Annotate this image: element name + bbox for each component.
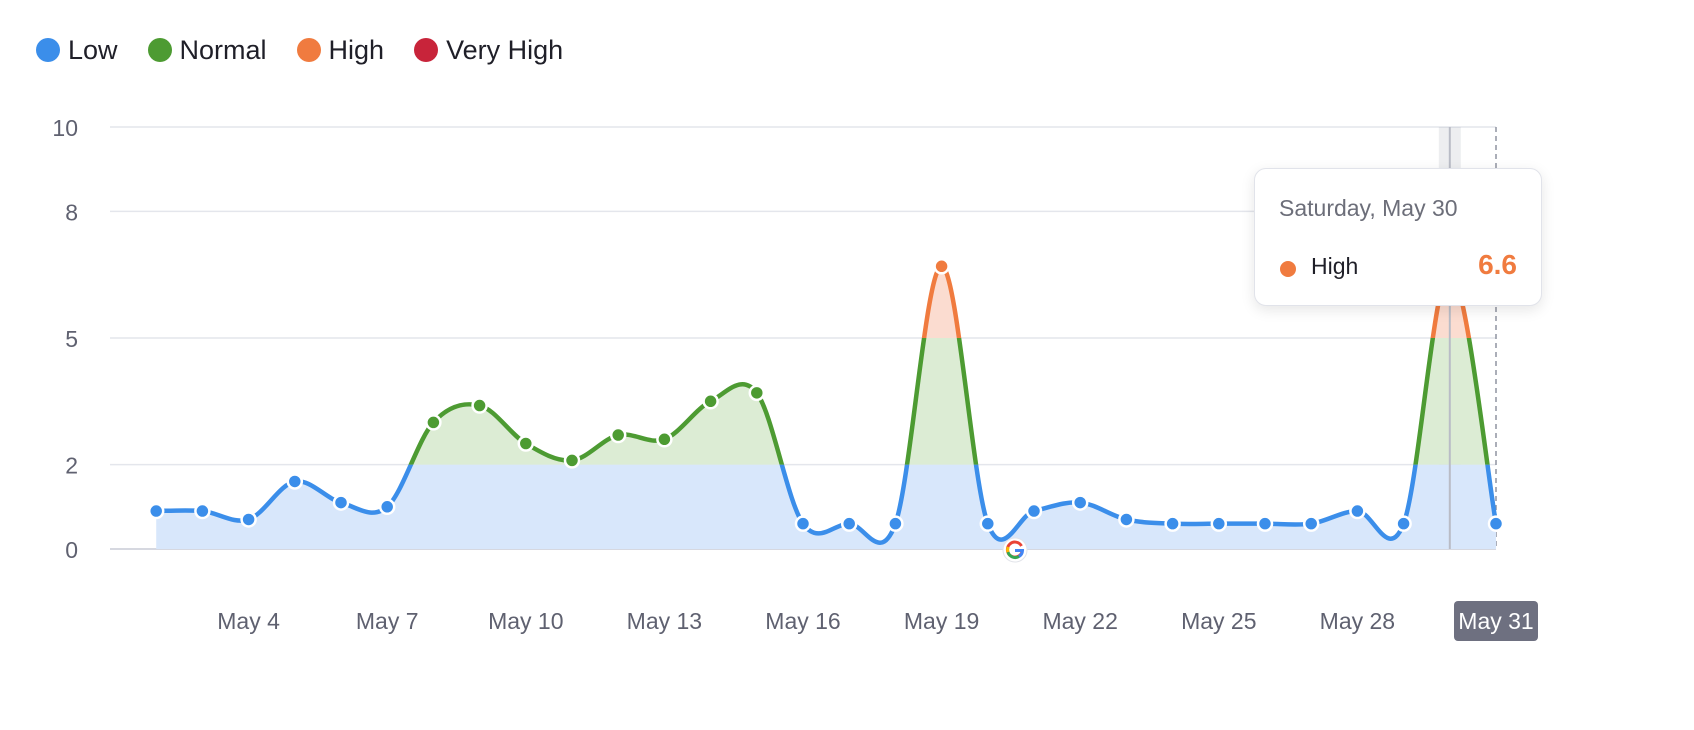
series-line-very-high (156, 266, 1496, 542)
data-point (609, 426, 627, 444)
data-point (240, 511, 257, 528)
legend-item-low[interactable]: Low (36, 35, 118, 66)
data-point (1256, 515, 1274, 532)
tooltip: Saturday, May 30 High 6.6 (1254, 168, 1542, 306)
data-point (702, 393, 719, 410)
x-tick-label: May 7 (356, 608, 419, 634)
data-point (1349, 502, 1366, 520)
data-point (794, 515, 812, 532)
y-tick-label: 2 (65, 453, 78, 479)
y-tick-label: 10 (52, 115, 78, 141)
data-point (933, 258, 950, 275)
data-point (563, 452, 581, 469)
legend-label: Low (68, 34, 118, 65)
y-tick-label: 0 (65, 537, 78, 563)
data-point (332, 494, 350, 511)
data-point (378, 498, 396, 516)
data-point (147, 502, 165, 520)
y-tick-label: 5 (65, 326, 78, 352)
data-point (471, 397, 488, 414)
data-point (194, 502, 211, 520)
data-point (1395, 515, 1412, 532)
data-point (517, 435, 535, 452)
data-point (286, 473, 304, 490)
legend-label: Normal (179, 34, 267, 65)
x-tick-label: May 19 (904, 608, 979, 634)
x-tick-label: May 25 (1181, 608, 1256, 634)
series-line-high (921, 264, 1472, 338)
data-point (1118, 511, 1135, 528)
area-fill-low (156, 464, 1496, 549)
data-point (748, 384, 766, 402)
series-line-low (153, 464, 1499, 545)
legend-item-very-high[interactable]: Very High (414, 35, 563, 66)
data-point (840, 515, 858, 532)
data-point (1164, 515, 1181, 532)
data-point (656, 431, 673, 448)
tooltip-level: High (1311, 253, 1359, 279)
tooltip-dot (1280, 261, 1296, 277)
legend-dot (414, 38, 439, 62)
x-tick-label: May 22 (1042, 608, 1117, 634)
series-line-normal (408, 338, 1490, 465)
data-point (887, 515, 904, 532)
tooltip-date: Saturday, May 30 (1279, 195, 1458, 221)
legend-dot (36, 38, 60, 62)
data-point (1025, 502, 1043, 520)
data-point (425, 414, 442, 431)
legend-label: High (328, 34, 385, 65)
data-point (1302, 515, 1320, 532)
data-point (1071, 494, 1089, 511)
y-tick-label: 8 (65, 199, 78, 225)
data-point (1487, 515, 1505, 532)
legend-dot (147, 38, 172, 62)
area-fill-normal (410, 338, 1488, 465)
legend-item-normal[interactable]: Normal (147, 34, 267, 66)
data-point (1210, 515, 1228, 532)
legend-label: Very High (446, 34, 564, 65)
legend-item-high[interactable]: High (296, 34, 385, 66)
x-tick-label: May 10 (488, 608, 563, 634)
x-tick-label: May 28 (1320, 608, 1395, 634)
legend-dot (296, 38, 321, 62)
google-icon (1002, 537, 1028, 563)
x-tick-label: May 16 (765, 608, 840, 634)
x-tick-label: May 4 (217, 608, 280, 634)
data-point (979, 515, 997, 532)
x-tick-label: May 13 (627, 608, 702, 634)
legend: Low Normal High Very High (36, 34, 593, 66)
tooltip-value: 6.6 (1478, 249, 1517, 280)
x-tick-highlight (1454, 601, 1538, 641)
x-tick-label: May 31 (1458, 608, 1533, 634)
